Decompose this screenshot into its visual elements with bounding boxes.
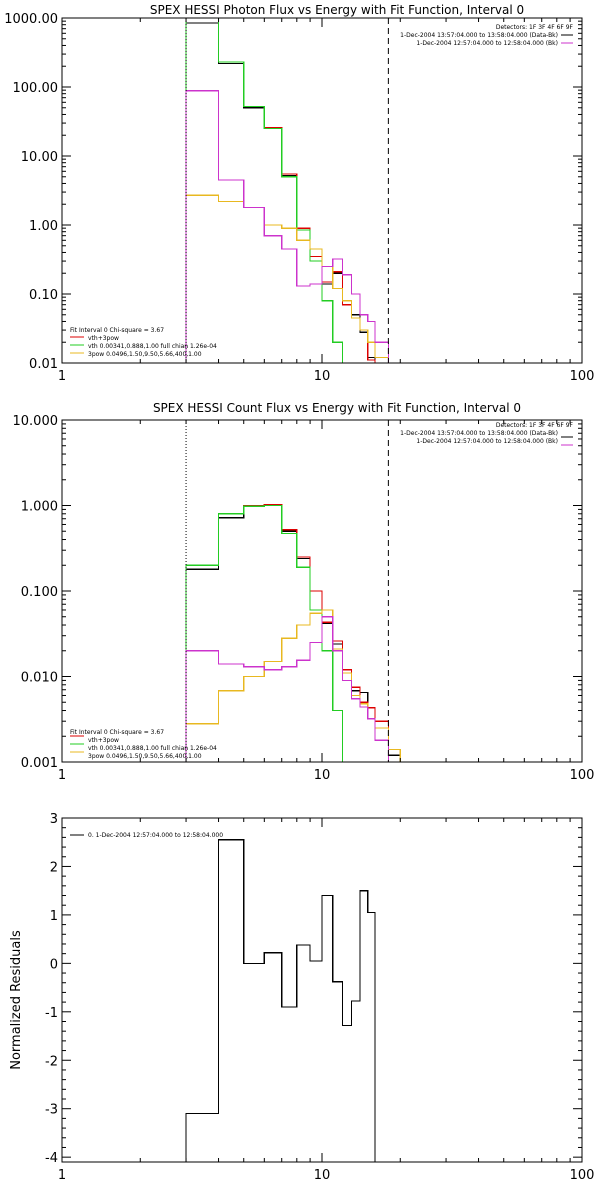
y-tick-label: 100.00 xyxy=(13,81,59,96)
series-line-0 xyxy=(185,839,376,1162)
y-tick-label: 1.000 xyxy=(21,500,58,515)
count-fit-legend-total: vth+3pow xyxy=(88,737,119,744)
x-tick-label: 1 xyxy=(58,768,66,783)
y-tick-label: 0.100 xyxy=(21,585,58,600)
y-tick-label: 0.01 xyxy=(29,357,58,372)
count-detectors-label: Detectors: 1F 3F 4F 6F 9F xyxy=(496,422,574,429)
residuals-y-axis-label: Normalized Residuals xyxy=(9,930,24,1070)
count-fit-legend-vth: vth 0.00341,0.888,1.00 full chian 1.26e-… xyxy=(88,745,217,752)
y-tick-label: 2 xyxy=(50,860,58,875)
photon-time-legend-data: 1-Dec-2004 13:57:04.000 to 13:58:04.000 … xyxy=(400,32,558,39)
series-line-2 xyxy=(185,18,344,363)
y-tick-label: -1 xyxy=(45,1006,58,1021)
y-tick-label: -3 xyxy=(45,1103,58,1118)
x-tick-label: 10 xyxy=(314,768,331,783)
x-tick-label: 100 xyxy=(570,369,595,384)
series-line-2 xyxy=(185,504,344,762)
y-tick-label: 0.10 xyxy=(29,288,58,303)
y-tick-label: 0 xyxy=(50,957,58,972)
plot-frame xyxy=(61,17,583,364)
x-tick-label: 1 xyxy=(58,1168,66,1183)
x-tick-label: 10 xyxy=(314,369,331,384)
y-tick-label: 1 xyxy=(50,909,58,924)
y-tick-label: 0.010 xyxy=(21,671,58,686)
y-tick-label: -4 xyxy=(45,1151,58,1166)
plot-frame xyxy=(61,817,583,1163)
count-time-legend-data: 1-Dec-2004 13:57:04.000 to 13:58:04.000 … xyxy=(400,430,558,437)
plot-area xyxy=(185,839,376,1162)
photon-fit-legend-title: Fit Interval 0 Chi-square = 3.67 xyxy=(70,327,164,334)
y-tick-label: 1000.00 xyxy=(4,12,58,27)
count-time-legend-bk: 1-Dec-2004 12:57:04.000 to 12:58:04.000 … xyxy=(416,438,558,445)
series-line-4 xyxy=(185,616,389,762)
residuals-legend-text: 0. 1-Dec-2004 12:57:04.000 to 12:58:04.0… xyxy=(88,832,223,839)
y-tick-label: -2 xyxy=(45,1054,58,1069)
photon-fit-legend-3pow: 3pow 0.0496,1.50,9.50,5.66,400,1.00 xyxy=(88,351,202,358)
residuals-panel: Normalized Residuals 0. 1-Dec-2004 12:57… xyxy=(9,812,595,1183)
photon-time-legend-bk: 1-Dec-2004 12:57:04.000 to 12:58:04.000 … xyxy=(416,40,558,47)
photon-flux-title: SPEX HESSI Photon Flux vs Energy with Fi… xyxy=(150,3,524,17)
series-line-1 xyxy=(185,504,401,762)
series-line-4 xyxy=(185,90,389,363)
photon-fit-legend-total: vth+3pow xyxy=(88,335,119,342)
x-tick-label: 10 xyxy=(314,1168,331,1183)
y-tick-label: 1.00 xyxy=(29,219,58,234)
series-line-1 xyxy=(185,18,376,363)
count-fit-legend-3pow: 3pow 0.0496,1.50,9.50,5.66,400,1.00 xyxy=(88,753,202,760)
series-line-3 xyxy=(185,609,401,762)
y-tick-label: 10.000 xyxy=(13,414,59,429)
photon-detectors-label: Detectors: 1F 3F 4F 6F 9F xyxy=(496,24,574,31)
count-flux-title: SPEX HESSI Count Flux vs Energy with Fit… xyxy=(153,401,521,415)
count-flux-panel: SPEX HESSI Count Flux vs Energy with Fit… xyxy=(13,401,595,783)
series-line-3 xyxy=(185,194,389,363)
y-tick-label: 0.001 xyxy=(21,756,58,771)
y-tick-label: 3 xyxy=(50,812,58,827)
plot-area xyxy=(185,18,389,363)
series-line-0 xyxy=(185,22,376,363)
plot-area xyxy=(185,504,401,762)
y-tick-label: 10.00 xyxy=(21,150,58,165)
count-fit-legend-title: Fit Interval 0 Chi-square = 3.67 xyxy=(70,729,164,736)
photon-fit-legend-vth: vth 0.00341,0.888,1.00 full chian 1.26e-… xyxy=(88,343,217,350)
x-tick-label: 100 xyxy=(570,768,595,783)
photon-flux-panel: SPEX HESSI Photon Flux vs Energy with Fi… xyxy=(4,3,595,384)
x-tick-label: 1 xyxy=(58,369,66,384)
x-tick-label: 100 xyxy=(570,1168,595,1183)
